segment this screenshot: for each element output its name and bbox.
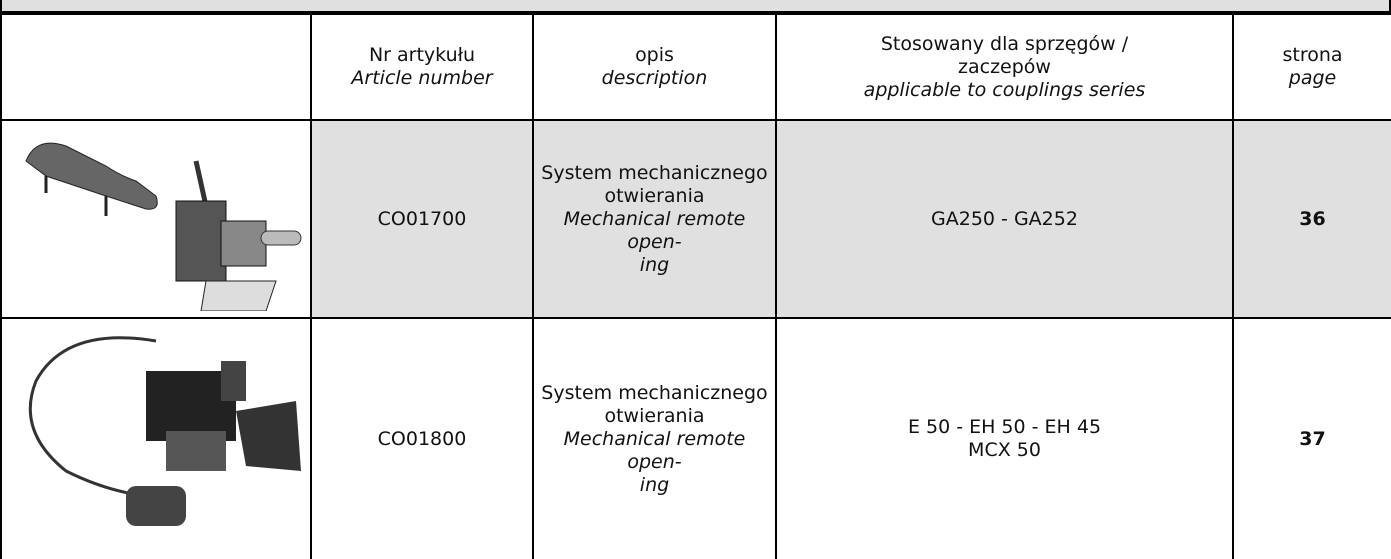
description-pl: otwierania xyxy=(604,404,705,427)
description-en: Mechanical remote open- xyxy=(563,427,746,473)
page-header: strona page xyxy=(1232,13,1391,121)
row: CO01700 System mechanicznego otwierania Me… xyxy=(0,119,1391,319)
description-header: opis description xyxy=(532,13,777,121)
applicable: GA250 - GA252 xyxy=(775,119,1234,319)
series: MCX 50 xyxy=(968,439,1041,461)
image-header xyxy=(0,13,312,121)
article-header: Nr artykułu Article number xyxy=(310,13,534,121)
description-pl: otwierania xyxy=(604,184,705,207)
header-en: page xyxy=(1288,67,1337,89)
description: System mechanicznego otwierania Mechanical… xyxy=(532,119,777,319)
description-en: ing xyxy=(639,473,670,496)
header-en: description xyxy=(601,67,708,89)
top-strip xyxy=(0,0,1391,13)
article-number: CO01800 xyxy=(310,317,534,559)
product-image xyxy=(28,336,301,526)
description-pl: System mechanicznego xyxy=(541,381,768,404)
page-number: 36 xyxy=(1232,119,1391,319)
header-pl: Stosowany dla sprzęgów / xyxy=(880,32,1129,55)
header-pl: Nr artykułu xyxy=(368,44,476,66)
description-en: Mechanical remote open- xyxy=(563,207,746,253)
series: E 50 - EH 50 - EH 45 xyxy=(907,416,1102,438)
header-en: Article number xyxy=(351,67,493,89)
page-number: 37 xyxy=(1232,317,1391,559)
header-pl: strona xyxy=(1282,44,1343,66)
article-number: CO01700 xyxy=(310,119,534,319)
applicable: E 50 - EH 50 - EH 45 MCX 50 xyxy=(775,317,1234,559)
description-pl: System mechanicznego xyxy=(541,161,768,184)
header-row: Nr artykułu Article number opis descriptio… xyxy=(0,13,1391,121)
header-pl: zaczepów xyxy=(958,55,1051,78)
applicable-header: Stosowany dla sprzęgów / zaczepów applicab… xyxy=(775,13,1234,121)
header-pl: opis xyxy=(635,44,674,66)
description: System mechanicznego otwierania Mechanical… xyxy=(532,317,777,559)
image-cell xyxy=(0,119,312,319)
product-image xyxy=(25,142,302,312)
row: CO01800 System mechanicznego otwierania Me… xyxy=(0,317,1391,559)
header-en: applicable to couplings series xyxy=(863,78,1146,101)
product-table: Nr artykułu Article number opis descriptio… xyxy=(0,13,1391,559)
description-en: ing xyxy=(639,253,670,276)
image-cell xyxy=(0,317,312,559)
series: GA250 - GA252 xyxy=(931,207,1078,230)
